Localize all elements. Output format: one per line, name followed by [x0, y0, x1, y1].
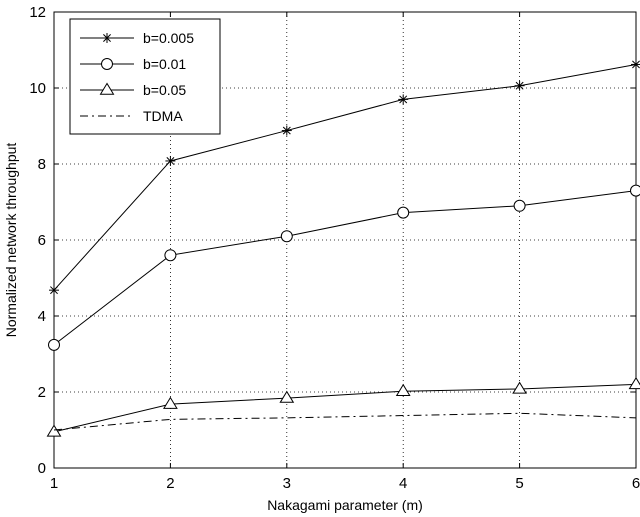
x-tick-label: 6	[632, 475, 640, 492]
legend-label: TDMA	[143, 108, 183, 124]
asterisk-marker	[49, 285, 59, 296]
x-tick-label: 3	[283, 475, 291, 492]
asterisk-marker	[281, 125, 292, 136]
circle-marker	[280, 230, 293, 243]
x-tick-label: 4	[399, 475, 407, 492]
series-2	[46, 376, 640, 437]
circle-marker	[513, 199, 526, 212]
asterisk-marker	[514, 80, 525, 91]
circle-marker	[101, 58, 113, 70]
series-3	[53, 412, 637, 431]
y-tick-label: 12	[29, 4, 46, 21]
circle-marker	[48, 338, 60, 351]
triangle-marker	[279, 390, 295, 403]
circle-marker	[630, 184, 640, 197]
y-tick-label: 8	[38, 156, 46, 173]
series-line	[53, 63, 637, 291]
series-0	[49, 59, 640, 296]
triangle-marker	[512, 381, 527, 394]
triangle-marker	[99, 82, 115, 95]
series-line	[53, 383, 637, 433]
circle-marker	[397, 206, 410, 219]
y-tick-label: 2	[38, 384, 46, 401]
legend-label: b=0.01	[143, 56, 186, 72]
series-1	[48, 184, 640, 351]
x-tick-label: 5	[515, 475, 523, 492]
y-tick-label: 0	[38, 460, 46, 477]
x-axis-label: Nakagami parameter (m)	[267, 497, 423, 513]
asterisk-marker	[102, 33, 112, 43]
y-tick-label: 6	[38, 232, 46, 249]
legend-label: b=0.05	[143, 82, 186, 98]
data-series	[46, 59, 640, 437]
x-tick-label: 2	[166, 475, 174, 492]
asterisk-marker	[631, 59, 640, 70]
series-line	[53, 190, 637, 346]
y-tick-label: 4	[38, 308, 46, 325]
legend: b=0.005 b=0.01 b=0.05 TDMA	[69, 18, 221, 135]
y-axis-label: Normalized network throughput	[3, 143, 19, 338]
asterisk-marker	[398, 94, 409, 105]
x-tick-label: 1	[50, 475, 58, 492]
triangle-marker	[46, 424, 62, 437]
asterisk-marker	[165, 155, 176, 166]
legend-label: b=0.005	[143, 30, 194, 46]
series-line	[53, 412, 637, 431]
triangle-marker	[628, 376, 640, 390]
triangle-marker	[395, 383, 411, 396]
circle-marker	[164, 249, 177, 262]
triangle-marker	[163, 396, 178, 409]
y-tick-label: 10	[29, 80, 46, 97]
